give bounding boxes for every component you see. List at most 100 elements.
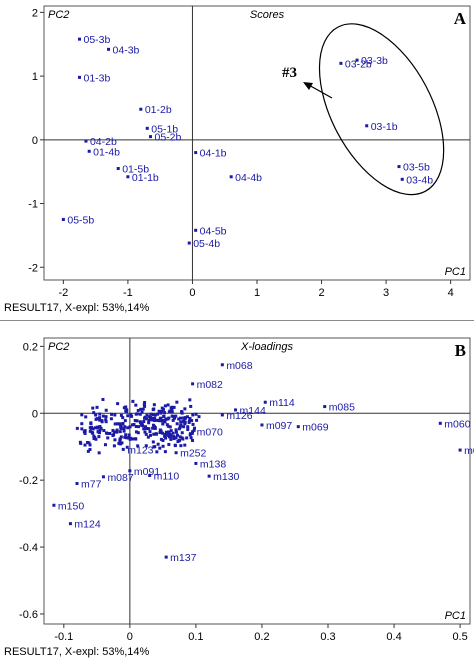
x-tick-label: 0.4 xyxy=(386,631,401,640)
loading-point-cluster xyxy=(122,429,126,433)
loading-point-cluster xyxy=(172,416,176,420)
loading-point-label: m144 xyxy=(240,405,266,417)
loading-point-cluster xyxy=(100,420,104,424)
loading-point-cluster xyxy=(163,450,167,454)
loading-point-cluster xyxy=(177,427,181,431)
loading-point-cluster xyxy=(123,425,127,429)
loading-point-cluster xyxy=(172,405,176,409)
loading-point-cluster xyxy=(116,402,120,406)
x-axis-label: PC1 xyxy=(445,266,466,278)
loading-point-cluster xyxy=(134,412,138,416)
loading-point-cluster xyxy=(191,438,195,442)
loading-point-cluster xyxy=(143,430,147,434)
y-tick-label: 2 xyxy=(32,7,38,19)
loading-point-cluster xyxy=(169,437,173,441)
loading-point-cluster xyxy=(167,416,171,420)
loading-point-cluster xyxy=(142,427,146,431)
loading-point-cluster xyxy=(90,431,94,435)
loading-point-cluster xyxy=(148,416,152,420)
loading-point-cluster xyxy=(104,408,108,412)
loading-point-cluster xyxy=(135,419,139,423)
loading-point-cluster xyxy=(75,426,79,430)
loading-point-cluster xyxy=(128,425,132,429)
loading-point-cluster xyxy=(91,427,95,431)
loading-point xyxy=(68,522,72,526)
loading-point-cluster xyxy=(110,412,114,416)
loading-point-cluster xyxy=(149,418,153,422)
loading-point-cluster xyxy=(158,431,162,435)
score-point xyxy=(145,126,149,130)
loading-point-cluster xyxy=(163,434,167,438)
score-point-label: 04-3b xyxy=(113,44,140,56)
loading-point-cluster xyxy=(95,405,99,409)
score-point xyxy=(187,241,191,245)
loading-point-cluster xyxy=(183,420,187,424)
x-tick-label: 0.3 xyxy=(320,631,335,640)
loading-point-cluster xyxy=(144,432,148,436)
annotation-arrow-head xyxy=(303,82,313,90)
loading-point-cluster xyxy=(126,414,130,418)
score-point xyxy=(78,75,81,79)
loading-point-label: m073 xyxy=(464,445,474,457)
loading-point-cluster xyxy=(191,413,195,417)
loading-point-cluster xyxy=(80,427,84,431)
score-point xyxy=(339,61,343,65)
loading-point-cluster xyxy=(155,450,159,454)
loading-point-cluster xyxy=(115,430,119,434)
loading-point-cluster xyxy=(119,413,123,417)
loading-point-cluster xyxy=(170,406,174,410)
loading-point-cluster xyxy=(162,414,166,418)
score-point xyxy=(229,175,233,179)
loading-point xyxy=(52,503,56,507)
score-point xyxy=(355,58,359,62)
loading-point-cluster xyxy=(148,433,152,437)
loading-point-cluster xyxy=(186,425,190,429)
y-tick-label: 0 xyxy=(32,135,38,147)
loading-point xyxy=(121,447,125,451)
score-point xyxy=(194,151,198,155)
loading-point-cluster xyxy=(185,415,189,419)
loading-point-cluster xyxy=(153,413,157,417)
loading-point-cluster xyxy=(171,418,175,422)
loading-point xyxy=(438,421,442,425)
loading-point-cluster xyxy=(131,437,135,441)
panel-divider xyxy=(0,320,474,321)
loading-point-cluster xyxy=(161,444,165,448)
loading-point-cluster xyxy=(168,409,172,413)
loading-point-cluster xyxy=(142,420,146,424)
loading-point-cluster xyxy=(175,400,179,404)
loading-point-label: m091 xyxy=(134,466,160,478)
loading-point-cluster xyxy=(143,425,147,429)
score-point xyxy=(126,175,130,179)
loading-point-cluster xyxy=(188,398,192,402)
loading-point-cluster xyxy=(140,410,144,414)
loading-point-cluster xyxy=(137,425,141,429)
loading-point-cluster xyxy=(83,431,87,435)
loading-point-cluster xyxy=(124,405,128,409)
loading-point-cluster xyxy=(89,422,93,426)
loading-point-cluster xyxy=(92,437,96,441)
loading-point-cluster xyxy=(134,424,138,428)
loading-point-cluster xyxy=(174,430,178,434)
loading-point xyxy=(260,423,264,427)
loading-point-cluster xyxy=(136,431,140,435)
loading-point-cluster xyxy=(127,433,131,437)
score-point-label: 05-4b xyxy=(193,238,220,250)
loading-point-cluster xyxy=(161,438,165,442)
status-text-loadings: RESULT17, X-expl: 53%,14% xyxy=(4,646,150,658)
loading-point-cluster xyxy=(101,397,105,401)
loading-point-cluster xyxy=(96,426,100,430)
loading-point-label: m114 xyxy=(269,397,295,409)
loading-point xyxy=(296,425,300,429)
loading-point-cluster xyxy=(149,412,153,416)
loading-point-cluster xyxy=(174,414,178,418)
loading-point-cluster xyxy=(188,433,192,437)
loading-point xyxy=(323,405,327,409)
loading-point-cluster xyxy=(120,441,124,445)
loading-point-cluster xyxy=(134,437,138,441)
loading-point-cluster xyxy=(121,416,125,420)
loading-point-cluster xyxy=(195,418,199,422)
score-point xyxy=(365,124,369,128)
loading-point-cluster xyxy=(170,410,174,414)
loading-point-cluster xyxy=(179,420,183,424)
